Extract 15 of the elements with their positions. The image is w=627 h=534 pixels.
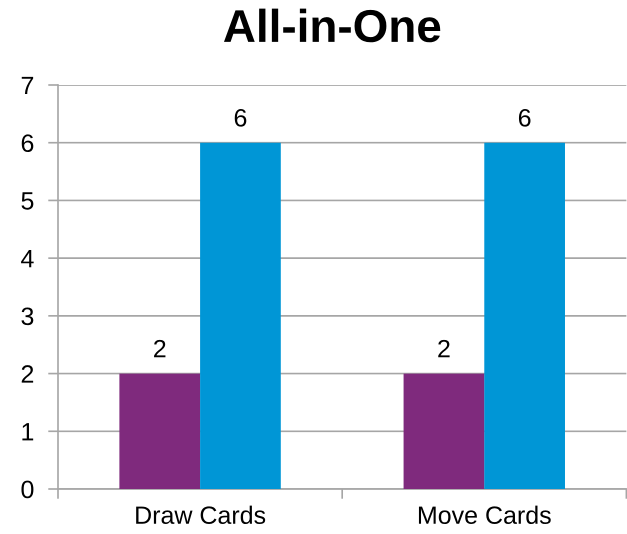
y-tick-label: 4 [21,250,34,268]
x-tick-label: Draw Cards [136,506,266,524]
y-tick-label: 7 [22,76,34,94]
data-label: 2 [438,340,450,358]
data-label: 6 [234,108,246,127]
y-tick-label: 6 [22,134,34,152]
data-label: 6 [518,108,530,127]
y-tick-label: 1 [22,423,34,440]
chart-title: All-in-One [224,8,440,42]
y-tick-label: 5 [21,192,34,210]
y-tick-label: 0 [21,480,34,498]
data-label: 2 [154,340,166,358]
x-tick-label: Move Cards [418,506,551,524]
y-tick-label: 3 [21,307,34,326]
y-tick-label: 2 [22,365,34,383]
